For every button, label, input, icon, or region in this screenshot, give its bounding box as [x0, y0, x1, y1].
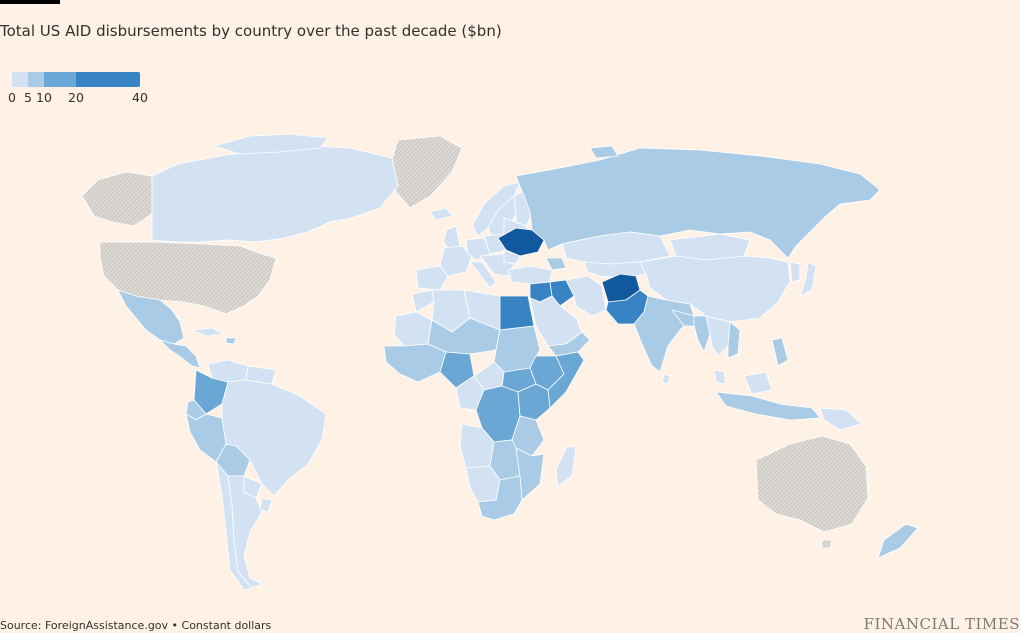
country-canada-arctic: [213, 133, 329, 155]
country-malaysia: [713, 369, 727, 385]
country-vietnam: [727, 321, 741, 359]
country-caucasus: [545, 257, 567, 271]
country-cuba: [191, 327, 225, 337]
country-mongolia: [669, 233, 751, 261]
country-russia: [515, 147, 881, 259]
country-central-asia-stans: [583, 261, 647, 279]
country-central-america: [159, 339, 201, 369]
country-uruguay: [259, 497, 273, 513]
country-haiti: [225, 337, 237, 345]
country-australia: [755, 435, 869, 533]
country-ukraine: [497, 227, 545, 257]
country-indonesia: [715, 391, 821, 421]
country-greenland: [389, 135, 463, 209]
country-iraq: [549, 279, 575, 307]
country-chile: [215, 461, 253, 591]
country-iran: [565, 275, 607, 317]
country-united-states: [99, 241, 277, 315]
country-sri-lanka: [661, 373, 671, 385]
country-west-africa: [383, 343, 447, 383]
country-kazakhstan: [561, 231, 671, 265]
country-egypt: [499, 295, 535, 331]
legend-bin-20-40: [76, 72, 140, 87]
legend-bin-10-20: [44, 72, 76, 87]
legend-tick-0: 0: [8, 90, 16, 105]
country-alaska: [81, 171, 153, 227]
country-moldova-romania: [503, 249, 521, 265]
country-madagascar: [555, 445, 577, 487]
country-tasmania: [821, 539, 833, 549]
legend-bin-0-5: [12, 72, 28, 87]
country-china: [639, 255, 791, 323]
legend-tick-10: 10: [36, 90, 52, 105]
country-borneo: [743, 371, 773, 395]
country-nigeria: [439, 351, 475, 389]
country-canada: [151, 145, 399, 243]
legend-bin-5-10: [28, 72, 44, 87]
top-rule: [0, 0, 60, 4]
country-philippines: [771, 337, 789, 367]
legend-tick-20: 20: [68, 90, 84, 105]
country-japan: [799, 261, 817, 297]
chart-title: Total US AID disbursements by country ov…: [0, 22, 502, 40]
legend-tick-40: 40: [132, 90, 148, 105]
country-russia-islands: [589, 145, 619, 159]
world-map: [81, 133, 919, 591]
country-somalia: [547, 351, 585, 409]
country-iceland: [429, 207, 453, 221]
country-west-sahara-mauritania: [393, 311, 433, 347]
country-saudi-arabia: [529, 295, 583, 347]
country-korea-japan: [789, 261, 801, 283]
country-papua-new-guinea: [819, 407, 863, 431]
country-turkey: [507, 265, 553, 285]
color-legend: 0 5 10 20 40: [0, 70, 160, 110]
ft-logo: FINANCIAL TIMES: [863, 615, 1020, 633]
country-south-africa: [477, 475, 523, 521]
country-spain: [415, 265, 449, 291]
country-morocco: [411, 289, 435, 313]
country-mexico: [117, 289, 185, 345]
country-new-zealand: [877, 523, 919, 559]
country-france: [439, 245, 473, 277]
source-note: Source: ForeignAssistance.gov • Constant…: [0, 619, 272, 632]
country-italy: [469, 261, 497, 289]
legend-tick-5: 5: [24, 90, 32, 105]
